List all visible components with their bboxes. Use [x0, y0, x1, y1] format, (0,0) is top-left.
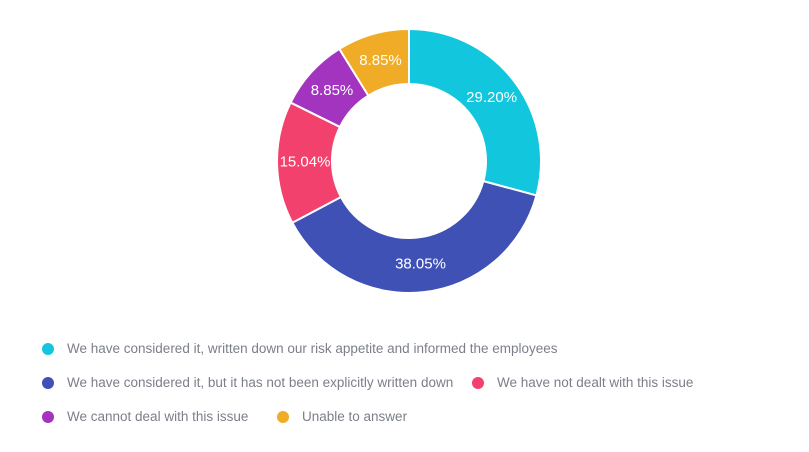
donut-slice[interactable] [408, 28, 542, 197]
legend-marker-dot-icon [472, 377, 484, 389]
legend-marker-dot-icon [42, 343, 54, 355]
donut-slice[interactable] [338, 28, 410, 97]
legend-marker-dot-icon [42, 377, 54, 389]
legend-item[interactable]: We cannot deal with this issue [42, 400, 248, 434]
legend-item[interactable]: We have considered it, written down our … [42, 332, 558, 366]
legend-row: We have considered it, written down our … [0, 332, 809, 366]
legend-item-label: We have not dealt with this issue [497, 375, 694, 391]
legend-row: We cannot deal with this issue Unable to … [0, 400, 809, 434]
legend-item-label: We have considered it, written down our … [67, 341, 558, 357]
legend-marker-dot-icon [277, 411, 289, 423]
legend-item[interactable]: We have not dealt with this issue [472, 366, 693, 400]
legend-item[interactable]: Unable to answer [277, 400, 407, 434]
donut-chart-svg: 29.20%38.05%15.04%8.85%8.85% [276, 28, 542, 294]
legend-item-label: We cannot deal with this issue [67, 409, 249, 425]
chart-plot-area: 29.20% 38.05% 15.04% 8.85% 8.85% [276, 28, 542, 294]
chart-legend: We have considered it, written down our … [0, 326, 809, 452]
legend-item[interactable]: We have considered it, but it has not be… [42, 366, 453, 400]
donut-slice[interactable] [291, 180, 538, 294]
legend-item-label: We have considered it, but it has not be… [67, 375, 454, 391]
donut-slices-group [276, 28, 542, 294]
legend-item-label: Unable to answer [302, 409, 408, 425]
legend-marker-dot-icon [42, 411, 54, 423]
legend-row: We have considered it, but it has not be… [0, 366, 809, 400]
